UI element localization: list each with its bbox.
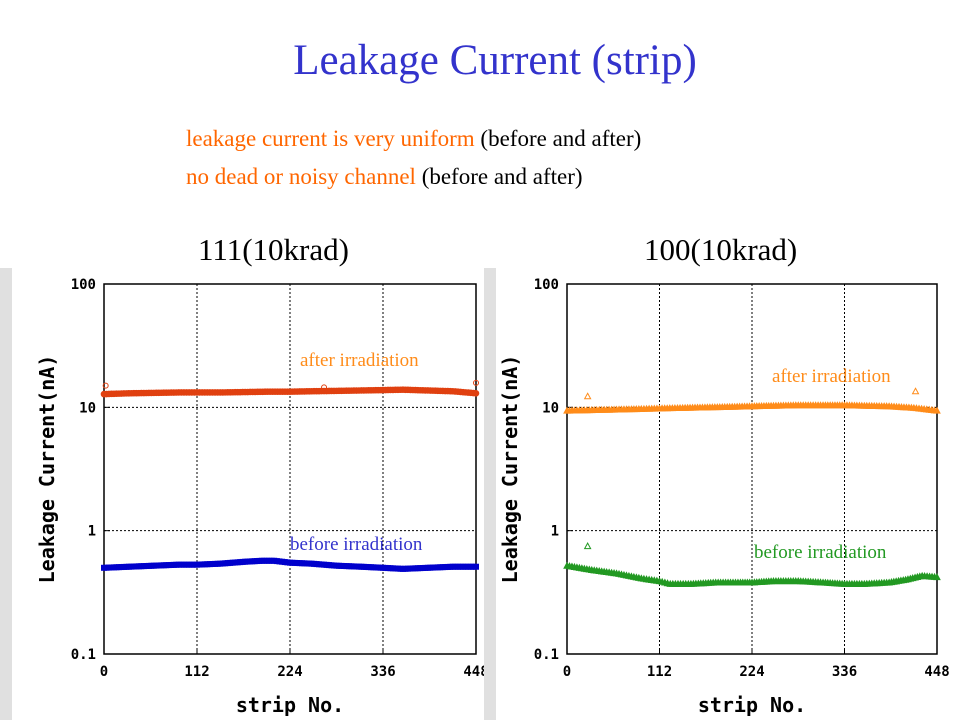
y-tick-label: 100 [71, 277, 96, 293]
y-axis-label: Leakage Current(nA) [35, 355, 59, 584]
bullet-uniform-highlight: leakage current is very uniform [186, 126, 475, 151]
y-axis-label: Leakage Current(nA) [498, 355, 522, 584]
x-tick-label: 224 [277, 664, 302, 680]
slide-title: Leakage Current (strip) [293, 37, 697, 84]
leakage-chart-111: 0 112 224 336 448 0.1 1 10 100 strip No. Leakage C… [0, 268, 484, 720]
x-tick-label: 112 [647, 664, 672, 680]
x-tick-label: 448 [924, 664, 949, 680]
figure-gutter [484, 268, 496, 720]
annotation-before: before irradiation [754, 542, 887, 563]
outlier-point [321, 384, 328, 391]
data-point [472, 563, 479, 570]
outlier-point [473, 379, 479, 386]
annotation-after: after irradiation [772, 366, 891, 387]
x-tick-label: 0 [563, 664, 571, 680]
x-tick-label: 336 [832, 664, 857, 680]
data-point [933, 573, 941, 581]
chart-title-100: 100(10krad) [644, 232, 798, 267]
outlier-point [583, 392, 592, 400]
x-tick-label: 448 [463, 664, 484, 680]
data-point [933, 406, 941, 414]
y-tick-label: 1 [88, 524, 96, 540]
annotation-before: before irradiation [290, 534, 423, 555]
bullet-uniform: leakage current is very uniform (before … [186, 126, 641, 152]
y-tick-label: 100 [534, 277, 559, 293]
y-tick-label: 1 [551, 524, 559, 540]
outlier-point [583, 542, 592, 550]
x-axis-label: strip No. [698, 693, 806, 717]
annotation-after: after irradiation [300, 350, 419, 371]
y-tick-label: 0.1 [534, 647, 559, 663]
x-tick-label: 0 [100, 664, 108, 680]
y-tick-label: 10 [542, 400, 559, 416]
series-1 [101, 557, 479, 572]
outlier-point [911, 387, 920, 395]
bullet-no-dead-channel: no dead or noisy channel (before and aft… [186, 164, 583, 190]
x-tick-label: 112 [184, 664, 209, 680]
x-tick-label: 224 [739, 664, 764, 680]
series-0 [563, 387, 941, 414]
figure-gutter [0, 268, 12, 720]
bullet-no-dead-highlight: no dead or noisy channel [186, 164, 416, 189]
bullet-no-dead-note: (before and after) [421, 164, 583, 189]
data-point [472, 389, 480, 397]
bullet-uniform-note: (before and after) [480, 126, 642, 151]
chart-title-111: 111(10krad) [198, 232, 349, 267]
leakage-chart-100: 0 112 224 336 448 0.1 1 10 100 strip No. Leakage C… [484, 268, 950, 720]
x-axis-label: strip No. [236, 693, 344, 717]
x-tick-label: 336 [370, 664, 395, 680]
series-1 [563, 542, 941, 587]
y-tick-label: 0.1 [71, 647, 96, 663]
outlier-point [102, 382, 109, 389]
y-tick-label: 10 [79, 400, 96, 416]
series-0 [100, 379, 480, 398]
